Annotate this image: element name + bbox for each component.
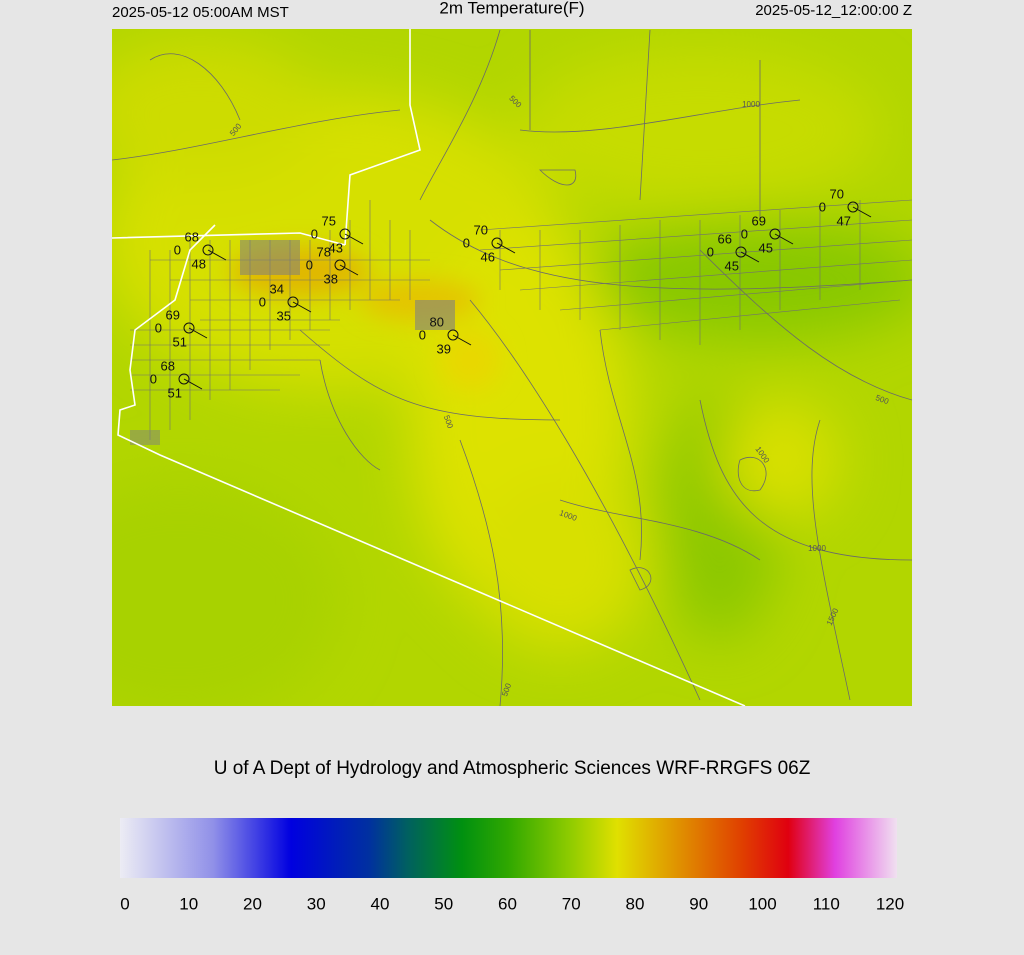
roads [112,29,912,706]
station-wind: 0 [707,244,714,259]
station-circle [847,201,859,213]
station-temp: 69 [166,307,180,322]
station-wind: 0 [259,294,266,309]
station-dewpoint: 43 [329,240,343,255]
station-wind: 0 [155,320,162,335]
contour-label: 1000 [808,544,826,553]
colorbar-tick-label: 100 [748,894,776,913]
colorbar-tick-label: 60 [498,894,517,913]
wind-barb [452,334,472,346]
station-dewpoint: 38 [324,271,338,286]
station-temp: 68 [185,229,199,244]
colorbar-ticks: 0 10 20 30 40 50 60 70 80 90 100 110 120 [120,894,904,913]
wind-barb [183,378,203,390]
wind-barb [774,233,794,245]
wind-barb [207,249,227,261]
station-circle [202,244,214,256]
colorbar-tick-label: 90 [689,894,708,913]
station-dewpoint: 45 [725,258,739,273]
contour-label: 500 [442,414,455,430]
station-circle [287,296,299,308]
station-temp: 80 [430,314,444,329]
station-circle [447,329,459,341]
station-wind: 0 [819,199,826,214]
station-temp: 68 [161,358,175,373]
station-temp: 66 [718,231,732,246]
station-temp: 70 [474,222,488,237]
map-title: 2m Temperature(F) [439,0,584,17]
wind-barb [740,251,760,263]
colorbar-tick-label: 80 [626,894,645,913]
station-circle [769,228,781,240]
colorbar-tick-label: 120 [876,894,904,913]
wind-barb [339,264,359,276]
wind-barb [292,301,312,313]
wind-barb [344,233,364,245]
boundaries [112,29,746,706]
valid-time-local: 2025-05-12 05:00AM MST [112,4,289,21]
footer-credit: U of A Dept of Hydrology and Atmospheric… [214,758,811,779]
colorbar-tick-label: 40 [371,894,390,913]
station-wind: 0 [463,235,470,250]
station-wind: 0 [741,226,748,241]
station-temp: 78 [317,244,331,259]
city-grids [130,199,912,445]
colorbar-tick-label: 10 [179,894,198,913]
station-wind: 0 [311,226,318,241]
station-dewpoint: 51 [168,385,182,400]
contour-label: 500 [874,393,890,406]
station-wind: 0 [306,257,313,272]
colorbar-tick-label: 110 [813,894,840,913]
colorbar [120,818,897,878]
station-circle [735,246,747,258]
colorbar-tick-label: 30 [307,894,326,913]
station-circle [339,228,351,240]
wind-barb [188,327,208,339]
station-dewpoint: 47 [837,213,851,228]
station-wind: 0 [174,242,181,257]
colorbar-tick-label: 50 [434,894,453,913]
wind-barb [852,206,872,218]
station-temp: 70 [830,186,844,201]
contour-label: 1000 [742,100,760,109]
valid-time-utc: 2025-05-12_12:00:00 Z [755,2,912,19]
station-circle [178,373,190,385]
station-dewpoint: 51 [173,334,187,349]
station-circle [183,322,195,334]
station-temp: 34 [270,281,284,296]
station-wind: 0 [419,327,426,342]
contour-label: 500 [500,682,513,698]
station-dewpoint: 46 [481,249,495,264]
colorbar-tick-label: 70 [562,894,581,913]
station-temp: 75 [322,213,336,228]
station-circle [491,237,503,249]
colorbar-tick-label: 20 [243,894,262,913]
station-wind: 0 [150,371,157,386]
station-dewpoint: 48 [192,256,206,271]
colorbar-tick-label: 0 [120,894,129,913]
station-dewpoint: 39 [437,341,451,356]
station-dewpoint: 45 [759,240,773,255]
station-dewpoint: 35 [277,308,291,323]
wind-barb [496,242,516,254]
station-temp: 69 [752,213,766,228]
station-circle [334,259,346,271]
